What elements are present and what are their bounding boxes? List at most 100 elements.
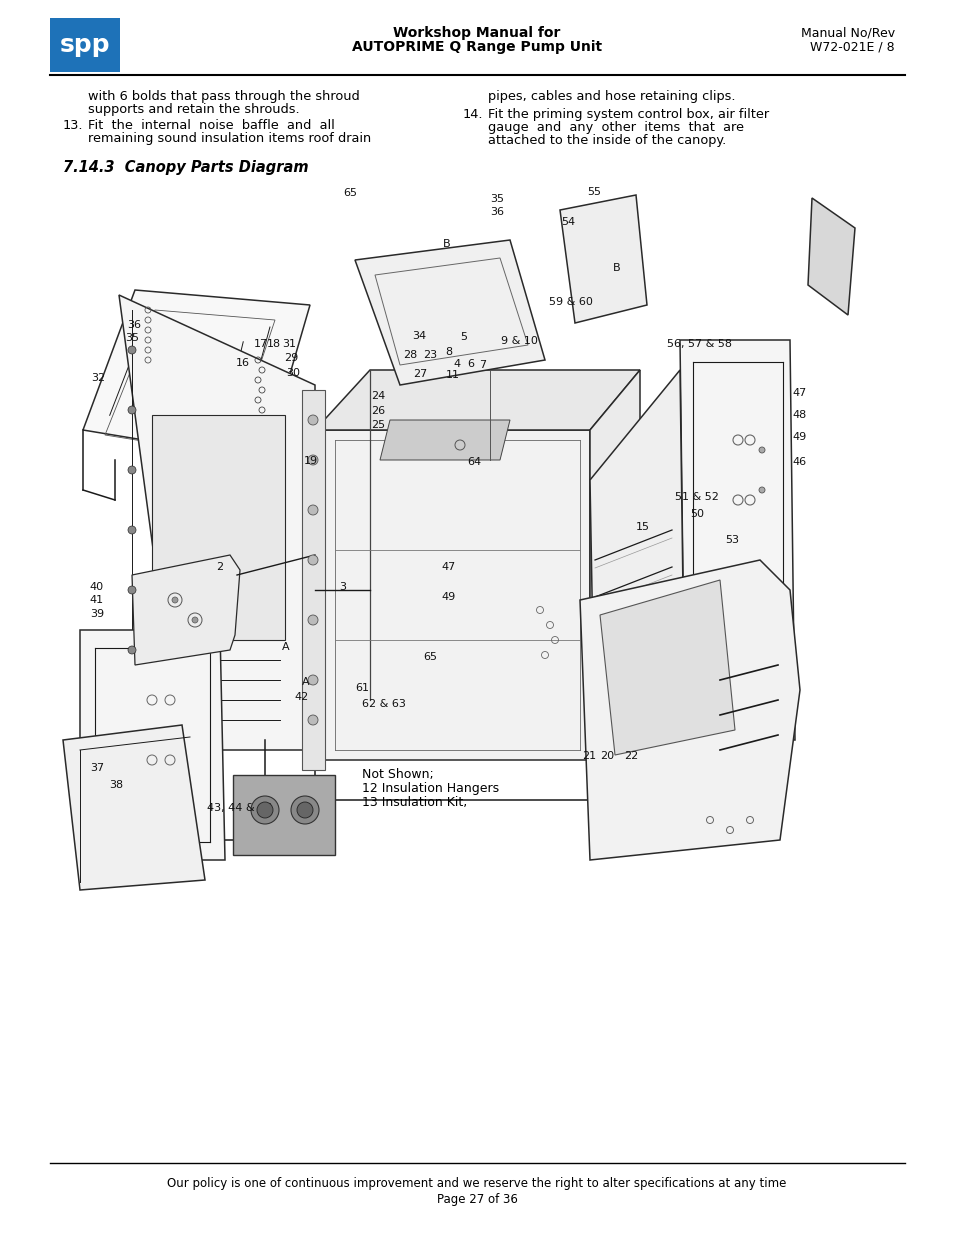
Text: Not Shown;: Not Shown; — [361, 768, 434, 781]
Text: 31: 31 — [282, 338, 295, 350]
Polygon shape — [83, 290, 310, 459]
Text: pipes, cables and hose retaining clips.: pipes, cables and hose retaining clips. — [488, 90, 735, 103]
Text: 4: 4 — [453, 359, 460, 369]
Text: 32: 32 — [91, 373, 105, 383]
Text: Page 27 of 36: Page 27 of 36 — [436, 1193, 517, 1207]
Text: 48: 48 — [792, 410, 806, 420]
Text: 49: 49 — [792, 432, 806, 442]
Text: 24: 24 — [371, 391, 385, 401]
Text: 27: 27 — [413, 369, 427, 379]
Polygon shape — [152, 415, 285, 640]
Circle shape — [759, 447, 764, 453]
Text: 47: 47 — [441, 562, 456, 572]
Polygon shape — [233, 776, 335, 855]
Circle shape — [308, 676, 317, 685]
Text: 7.14.3  Canopy Parts Diagram: 7.14.3 Canopy Parts Diagram — [63, 161, 309, 175]
Text: 61: 61 — [355, 683, 369, 693]
Circle shape — [308, 505, 317, 515]
Text: Fit the priming system control box, air filter: Fit the priming system control box, air … — [488, 107, 768, 121]
Polygon shape — [119, 295, 314, 750]
Text: 54: 54 — [560, 217, 575, 227]
Text: 20: 20 — [599, 751, 614, 761]
Text: 9 & 10: 9 & 10 — [500, 336, 537, 346]
Text: 13.: 13. — [63, 119, 84, 132]
Text: 35: 35 — [125, 333, 139, 343]
Polygon shape — [599, 580, 734, 755]
Text: 6: 6 — [467, 359, 474, 369]
Text: 59 & 60: 59 & 60 — [549, 296, 593, 308]
Polygon shape — [579, 559, 800, 860]
Text: Manual No/Rev: Manual No/Rev — [800, 26, 894, 40]
Text: 28: 28 — [402, 350, 416, 359]
Circle shape — [308, 454, 317, 466]
Text: Workshop Manual for: Workshop Manual for — [393, 26, 560, 40]
Circle shape — [296, 802, 313, 818]
Text: 56, 57 & 58: 56, 57 & 58 — [667, 338, 732, 350]
Text: 50: 50 — [689, 509, 703, 519]
Polygon shape — [314, 430, 589, 760]
Polygon shape — [355, 240, 544, 385]
Text: 2: 2 — [216, 562, 223, 572]
Text: 42: 42 — [294, 692, 309, 701]
Text: 39: 39 — [90, 609, 104, 619]
Polygon shape — [314, 370, 639, 430]
Circle shape — [759, 487, 764, 493]
Text: 47: 47 — [792, 388, 806, 398]
Text: A: A — [282, 642, 290, 652]
Circle shape — [128, 585, 136, 594]
Text: supports and retain the shrouds.: supports and retain the shrouds. — [88, 103, 299, 116]
Circle shape — [256, 802, 273, 818]
Text: 30: 30 — [286, 368, 299, 378]
Text: spp: spp — [60, 33, 111, 57]
Text: 18: 18 — [267, 338, 281, 350]
Text: 19: 19 — [304, 456, 317, 466]
Text: 15: 15 — [636, 522, 649, 532]
Polygon shape — [63, 725, 205, 890]
Text: B: B — [443, 240, 451, 249]
Circle shape — [308, 615, 317, 625]
Polygon shape — [80, 630, 225, 860]
Polygon shape — [679, 340, 794, 740]
Text: 65: 65 — [343, 188, 356, 198]
Text: 55: 55 — [586, 186, 600, 198]
Polygon shape — [132, 555, 240, 664]
Text: with 6 bolds that pass through the shroud: with 6 bolds that pass through the shrou… — [88, 90, 359, 103]
Text: 14.: 14. — [462, 107, 483, 121]
Polygon shape — [559, 195, 646, 324]
Text: 16: 16 — [235, 358, 250, 368]
Text: 35: 35 — [490, 194, 503, 204]
Circle shape — [308, 415, 317, 425]
Text: 26: 26 — [371, 406, 385, 416]
Circle shape — [251, 797, 278, 824]
Text: remaining sound insulation items roof drain: remaining sound insulation items roof dr… — [88, 132, 371, 144]
Text: 3: 3 — [339, 582, 346, 592]
Text: 41: 41 — [90, 595, 104, 605]
Text: 5: 5 — [460, 332, 467, 342]
Text: gauge  and  any  other  items  that  are: gauge and any other items that are — [488, 121, 743, 135]
Text: 38: 38 — [109, 781, 123, 790]
Text: 62 & 63: 62 & 63 — [362, 699, 406, 709]
Circle shape — [128, 646, 136, 655]
Text: 21: 21 — [581, 751, 596, 761]
Circle shape — [291, 797, 318, 824]
Circle shape — [308, 555, 317, 564]
Text: 22: 22 — [623, 751, 638, 761]
Text: 25: 25 — [371, 420, 385, 430]
Circle shape — [128, 406, 136, 414]
Text: 36: 36 — [127, 320, 141, 330]
Bar — [50, 19, 120, 72]
Text: 13 Insulation Kit,: 13 Insulation Kit, — [361, 797, 467, 809]
Circle shape — [192, 618, 198, 622]
Text: 11: 11 — [446, 370, 459, 380]
Polygon shape — [807, 198, 854, 315]
Polygon shape — [379, 420, 510, 459]
Text: 17: 17 — [253, 338, 268, 350]
Text: 23: 23 — [422, 350, 436, 359]
Text: W72-021E / 8: W72-021E / 8 — [809, 40, 894, 53]
Text: 51 & 52: 51 & 52 — [675, 492, 719, 501]
Text: 36: 36 — [490, 207, 503, 217]
Text: 65: 65 — [422, 652, 436, 662]
Text: B: B — [613, 263, 620, 273]
Text: 46: 46 — [792, 457, 806, 467]
Polygon shape — [589, 370, 684, 760]
